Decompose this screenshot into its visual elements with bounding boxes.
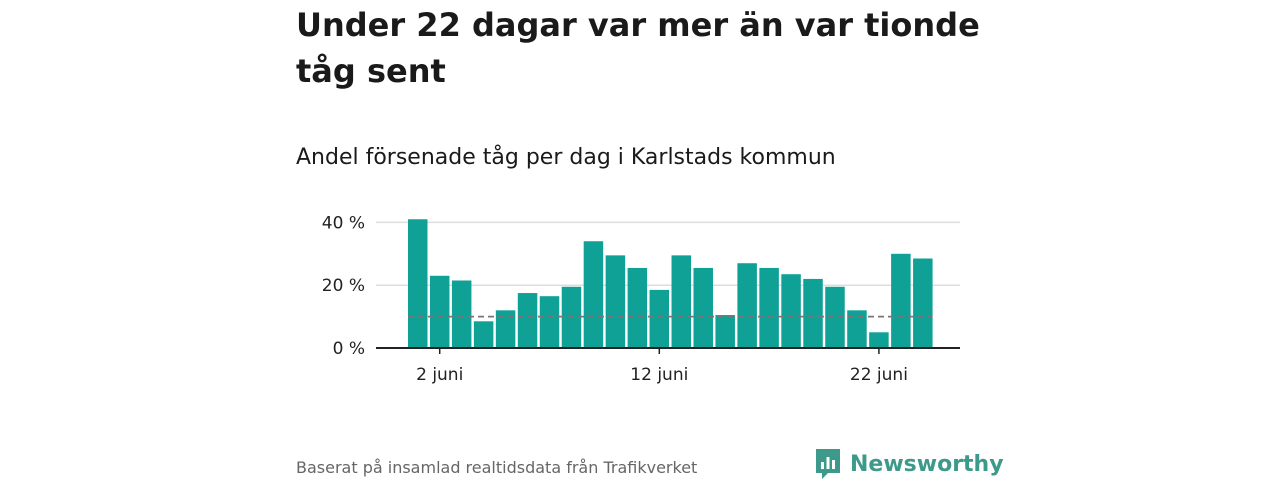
bar xyxy=(891,253,911,348)
bar xyxy=(429,275,450,348)
chart-subtitle: Andel försenade tåg per dag i Karlstads … xyxy=(296,145,836,170)
bar xyxy=(803,278,823,348)
bar-chart: 0 % 20 % 40 % 2 juni 12 juni 22 juni xyxy=(322,213,960,385)
bar xyxy=(825,286,845,348)
chart-title: Under 22 dagar var mer än var tionde tåg… xyxy=(296,6,980,90)
y-tick-label: 0 % xyxy=(333,339,365,359)
bar xyxy=(737,263,757,348)
bar xyxy=(759,267,779,348)
x-tick-label: 22 juni xyxy=(850,365,908,385)
bar xyxy=(583,241,604,348)
bar xyxy=(715,315,735,348)
bar xyxy=(605,255,626,348)
bar xyxy=(847,310,867,348)
axes: 0 % 20 % 40 % 2 juni 12 juni 22 juni xyxy=(322,213,960,385)
y-tick-label: 40 % xyxy=(322,213,365,233)
bar xyxy=(451,280,472,348)
brand-logo: Newsworthy xyxy=(814,447,1004,481)
bar xyxy=(539,296,560,348)
x-tick-label: 12 juni xyxy=(630,365,688,385)
bars xyxy=(408,219,933,348)
bar xyxy=(693,267,713,348)
source-note: Baserat på insamlad realtidsdata från Tr… xyxy=(296,458,698,477)
x-tick-label: 2 juni xyxy=(416,365,463,385)
bar xyxy=(671,255,692,348)
bar xyxy=(473,321,494,348)
bar xyxy=(495,310,516,348)
bar xyxy=(649,289,670,348)
newsworthy-logo-icon xyxy=(816,449,840,479)
bar xyxy=(627,267,648,348)
brand-name: Newsworthy xyxy=(850,451,1004,477)
bar xyxy=(408,219,428,348)
grid-lines xyxy=(376,221,960,286)
bar xyxy=(869,332,889,348)
bar xyxy=(517,293,538,348)
bar xyxy=(781,274,801,348)
bar xyxy=(913,258,933,348)
y-tick-label: 20 % xyxy=(322,276,365,296)
